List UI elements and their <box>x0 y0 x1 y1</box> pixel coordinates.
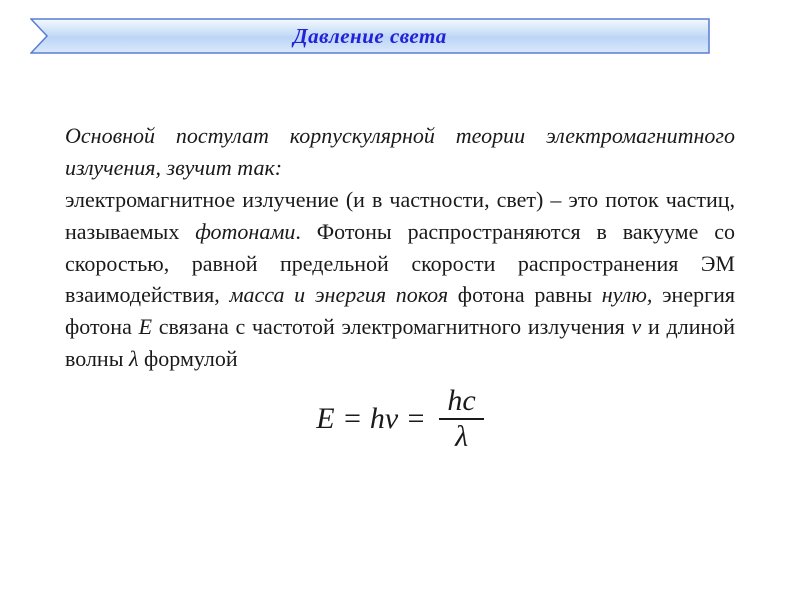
formula-lhs: E = hν = <box>316 397 426 441</box>
formula: E = hν = hc λ <box>65 385 735 452</box>
mass-energy-italic: масса и энергия покоя <box>229 282 448 307</box>
zero-italic: нулю, <box>602 282 653 307</box>
symbol-nu: ν <box>632 314 642 339</box>
symbol-lambda: λ <box>129 346 139 371</box>
body-paragraph: Основной постулат корпускулярной теории … <box>65 120 735 452</box>
para-c: фотона равны <box>448 282 602 307</box>
title-banner: Давление света <box>30 18 710 54</box>
intro-italic: Основной постулат корпускулярной теории … <box>65 123 735 180</box>
symbol-E: E <box>139 314 152 339</box>
formula-fraction: hc λ <box>439 385 483 452</box>
para-g: формулой <box>139 346 238 371</box>
page-root: Давление света Основной постулат корпуск… <box>0 0 800 600</box>
formula-denominator: λ <box>439 420 483 453</box>
title-text: Давление света <box>30 18 710 54</box>
photons-italic: фотонами <box>195 219 295 244</box>
formula-numerator: hc <box>439 385 483 420</box>
para-e: связана с частотой электромагнитного изл… <box>152 314 631 339</box>
